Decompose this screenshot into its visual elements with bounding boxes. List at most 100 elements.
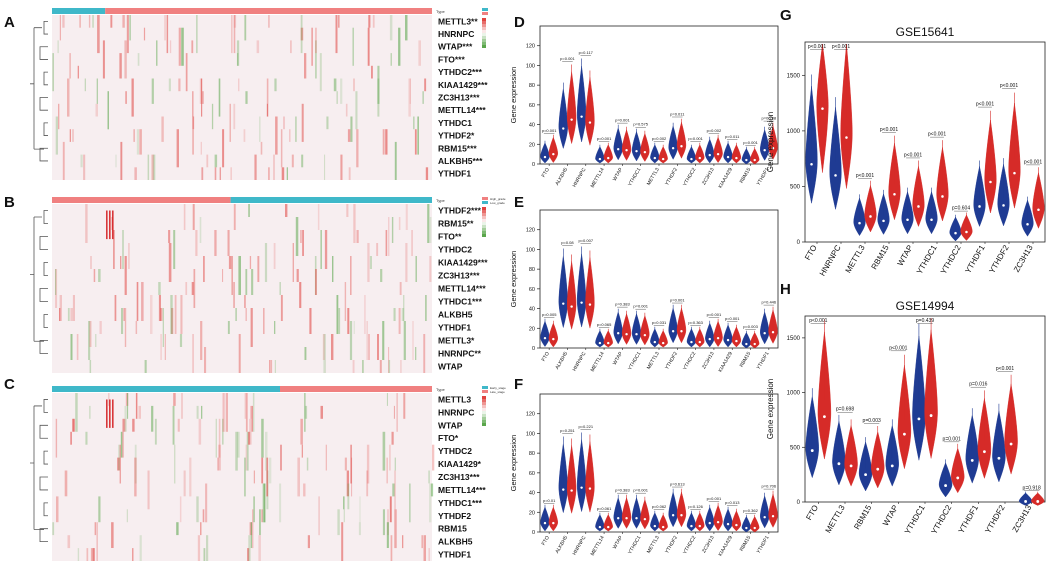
median-point: [965, 230, 968, 234]
heatmap-cell: [421, 535, 423, 549]
heatmap-cell: [336, 295, 339, 334]
heatmap-cell: [132, 548, 134, 561]
heatmap-cell: [266, 78, 269, 117]
heatmap-cell: [393, 308, 396, 321]
heatmap-cell: [124, 405, 127, 432]
violin-chart-g: GSE15641 0 500 1000 1500 Gene expression p<0.0…: [766, 25, 1046, 278]
heatmap-cell: [306, 457, 309, 471]
legend-swatch: [482, 8, 488, 11]
gene-label: METTL14***: [438, 105, 486, 115]
heatmap-cell: [349, 321, 353, 360]
heatmap-cell: [318, 496, 320, 536]
p-value-label: p=0.01: [543, 498, 556, 503]
median-point: [708, 337, 711, 341]
heatmap-cell: [110, 15, 113, 28]
gene-label: ZC3H13***: [438, 93, 480, 103]
scale-bar-segment: [482, 399, 486, 402]
x-tick-label: METTL3: [844, 243, 867, 275]
y-tick-label: 0: [797, 500, 801, 506]
heatmap-cell: [414, 129, 417, 155]
median-point: [1037, 208, 1040, 212]
heatmap-cell: [418, 40, 421, 66]
heatmap-cell: [168, 243, 172, 282]
heatmap-cell: [245, 393, 248, 432]
gene-label: METTL14***: [438, 485, 486, 495]
scale-bar-segment: [482, 222, 486, 225]
p-value-label: p=0.001: [560, 56, 575, 61]
heatmap-cell: [388, 347, 390, 373]
median-point: [698, 156, 701, 160]
heatmap-cell: [358, 522, 361, 536]
gene-label: FTO**: [438, 232, 462, 242]
heatmap-cell: [174, 295, 177, 334]
heatmap-cell: [151, 78, 154, 104]
median-point: [671, 330, 675, 333]
heatmap-cell: [96, 522, 98, 561]
median-point: [1002, 204, 1005, 207]
heatmap-cell: [77, 548, 80, 561]
heatmap-cell: [185, 53, 188, 92]
heatmap-cell: [389, 496, 392, 523]
heatmap-cell: [258, 535, 261, 561]
heatmap-cell: [371, 65, 373, 79]
heatmap-cell: [136, 282, 139, 321]
panel-letter-h: H: [780, 281, 791, 298]
y-tick-label: 0: [532, 162, 535, 168]
heatmap-cell: [390, 53, 392, 66]
x-tick-label: WTAP: [896, 244, 915, 268]
heatmap-cell: [119, 53, 122, 79]
median-point: [869, 215, 872, 218]
x-tick-label: HNRNPC: [572, 167, 588, 189]
x-tick-label: RBM15: [870, 243, 891, 271]
heatmap-cell: [386, 457, 388, 484]
heatmap-cell: [233, 15, 237, 28]
heatmap-cell: [137, 53, 140, 66]
heatmap-cell: [158, 282, 161, 295]
p-value-label: p=0.251: [560, 428, 575, 433]
x-tick-label: YTHDC2: [930, 503, 954, 536]
heatmap-cell: [413, 116, 415, 130]
median-point: [708, 153, 711, 157]
heatmap-cell: [253, 470, 255, 484]
heatmap-cell: [168, 78, 171, 92]
heatmap-cell: [422, 91, 424, 104]
y-tick-label: 20: [529, 142, 535, 148]
heatmap-cell: [200, 141, 202, 155]
plot-frame: [804, 41, 1046, 243]
x-tick-label: YTHDC1: [903, 503, 927, 536]
heatmap-cell: [229, 103, 231, 142]
x-tick-label: HNRNPC: [572, 351, 588, 373]
gene-label: FTO*: [438, 433, 459, 443]
annotation-bar-group1: [52, 197, 231, 203]
median-point: [745, 526, 748, 530]
legend-item: Early_stage: [490, 386, 506, 390]
p-value-label: p=0.001: [688, 136, 703, 141]
median-point: [978, 205, 981, 208]
heatmap-cell: [126, 509, 128, 523]
heatmap-cell: [211, 103, 214, 130]
median-point: [956, 476, 960, 480]
x-tick-label: FTO: [804, 504, 820, 522]
x-tick-label: YTHDF1: [957, 503, 981, 535]
median-point: [543, 155, 547, 159]
y-tick-label: 1000: [787, 129, 801, 135]
legend-title: Type: [436, 198, 445, 203]
heatmap-cell: [135, 393, 138, 419]
heatmap-cell: [164, 15, 166, 41]
x-tick-label: WTAP: [612, 350, 625, 366]
y-tick-label: 40: [529, 307, 535, 313]
heatmap-cell: [394, 509, 397, 549]
x-tick-label: ZC3H13: [701, 351, 716, 370]
scale-bar-segment: [482, 27, 486, 30]
x-tick-label: YTHDF2: [987, 243, 1011, 275]
p-value-label: p<0.001: [809, 318, 827, 324]
heatmap-cell: [118, 444, 120, 471]
violin-chart-d: 0 20 40 60 80 100 120 Gene expression p=0.001 FTO…: [509, 25, 779, 190]
x-tick-label: METTL3: [824, 503, 847, 535]
median-point: [745, 342, 748, 346]
median-point: [680, 330, 683, 333]
median-point: [625, 517, 628, 520]
heatmap-cell: [201, 405, 203, 419]
heatmap-cell: [396, 393, 398, 432]
heatmap-cell: [352, 360, 355, 373]
